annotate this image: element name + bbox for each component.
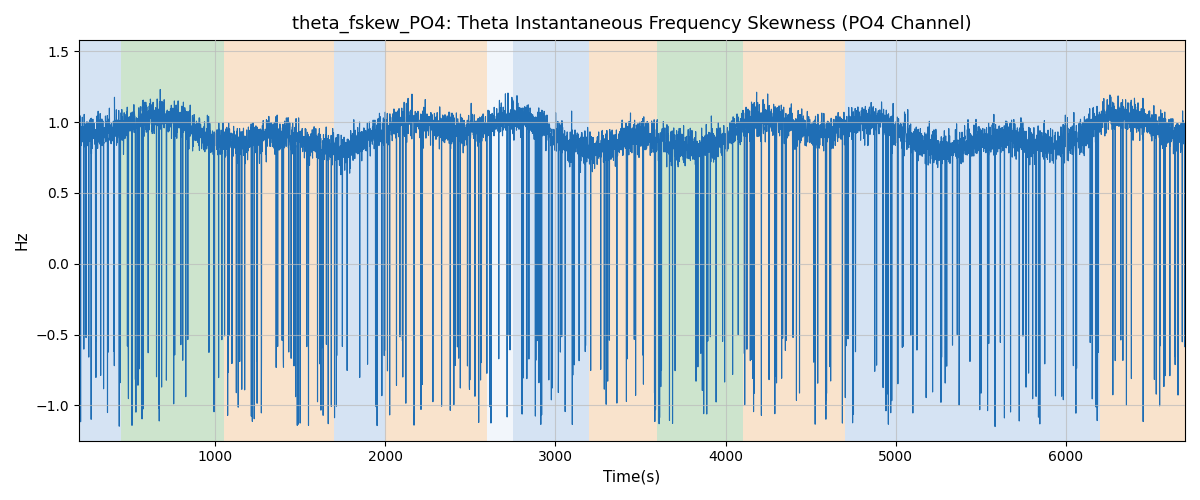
Bar bbox=[743, 40, 845, 440]
X-axis label: Time(s): Time(s) bbox=[604, 470, 660, 485]
Bar bbox=[121, 40, 223, 440]
Bar bbox=[658, 40, 743, 440]
Y-axis label: Hz: Hz bbox=[14, 230, 30, 250]
Bar bbox=[512, 40, 589, 440]
Bar bbox=[334, 40, 385, 440]
Bar bbox=[487, 40, 512, 440]
Bar bbox=[589, 40, 658, 440]
Title: theta_fskew_PO4: Theta Instantaneous Frequency Skewness (PO4 Channel): theta_fskew_PO4: Theta Instantaneous Fre… bbox=[292, 15, 972, 34]
Bar bbox=[1100, 40, 1186, 440]
Bar bbox=[845, 40, 1100, 440]
Bar bbox=[79, 40, 121, 440]
Bar bbox=[385, 40, 487, 440]
Bar bbox=[223, 40, 334, 440]
